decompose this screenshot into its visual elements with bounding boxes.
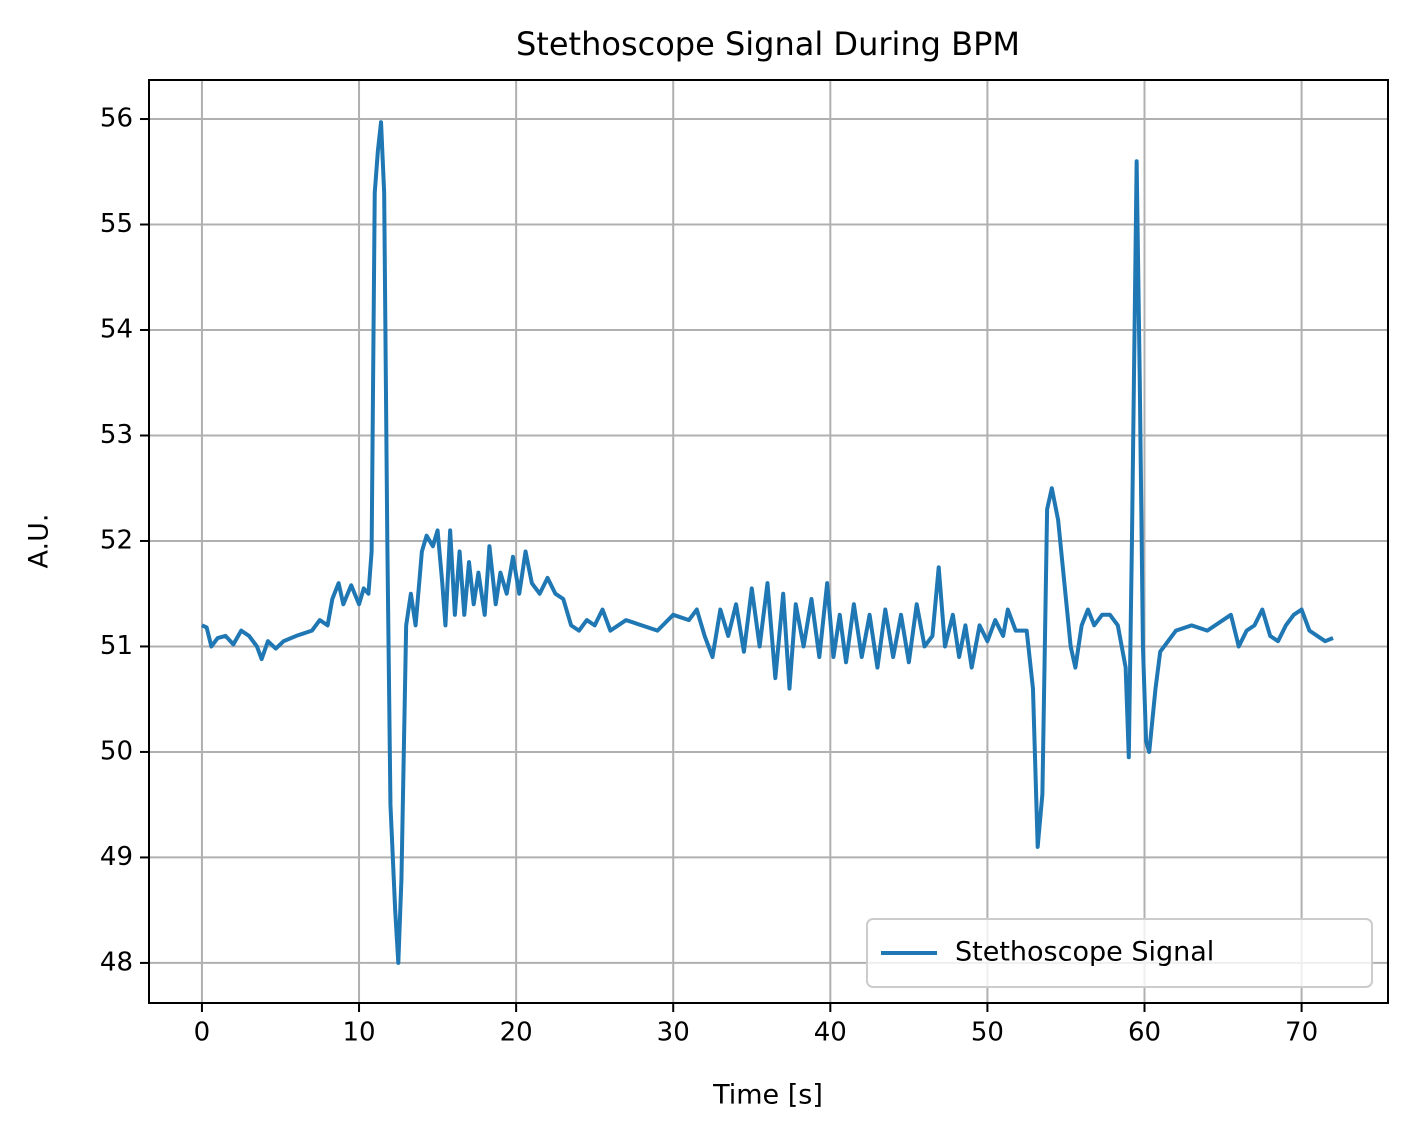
x-tick-label: 40 xyxy=(814,1018,847,1048)
y-tick-label: 48 xyxy=(100,947,133,977)
x-tick-label: 50 xyxy=(971,1018,1004,1048)
x-tick-label: 0 xyxy=(194,1018,211,1048)
chart-title: Stethoscope Signal During BPM xyxy=(516,25,1020,63)
y-axis-label: A.U. xyxy=(24,514,55,569)
y-tick-label: 55 xyxy=(100,209,133,239)
legend-box xyxy=(866,918,1373,988)
y-tick-label: 53 xyxy=(100,420,133,450)
line-series xyxy=(201,120,1334,965)
x-tick-label: 20 xyxy=(500,1018,533,1048)
y-tick-label: 51 xyxy=(100,631,133,661)
x-tick-label: 70 xyxy=(1285,1018,1318,1048)
x-tick-label: 30 xyxy=(657,1018,690,1048)
x-tick-label: 60 xyxy=(1128,1018,1161,1048)
plot-frame xyxy=(148,79,1389,1004)
y-tick-label: 49 xyxy=(100,842,133,872)
y-tick-label: 50 xyxy=(100,736,133,766)
x-tick-label: 10 xyxy=(342,1018,375,1048)
x-axis-label: Time [s] xyxy=(712,1080,823,1111)
y-tick-label: 56 xyxy=(100,104,133,134)
legend-label: Stethoscope Signal xyxy=(955,937,1214,968)
y-tick-label: 52 xyxy=(100,525,133,555)
y-tick-label: 54 xyxy=(100,315,133,345)
